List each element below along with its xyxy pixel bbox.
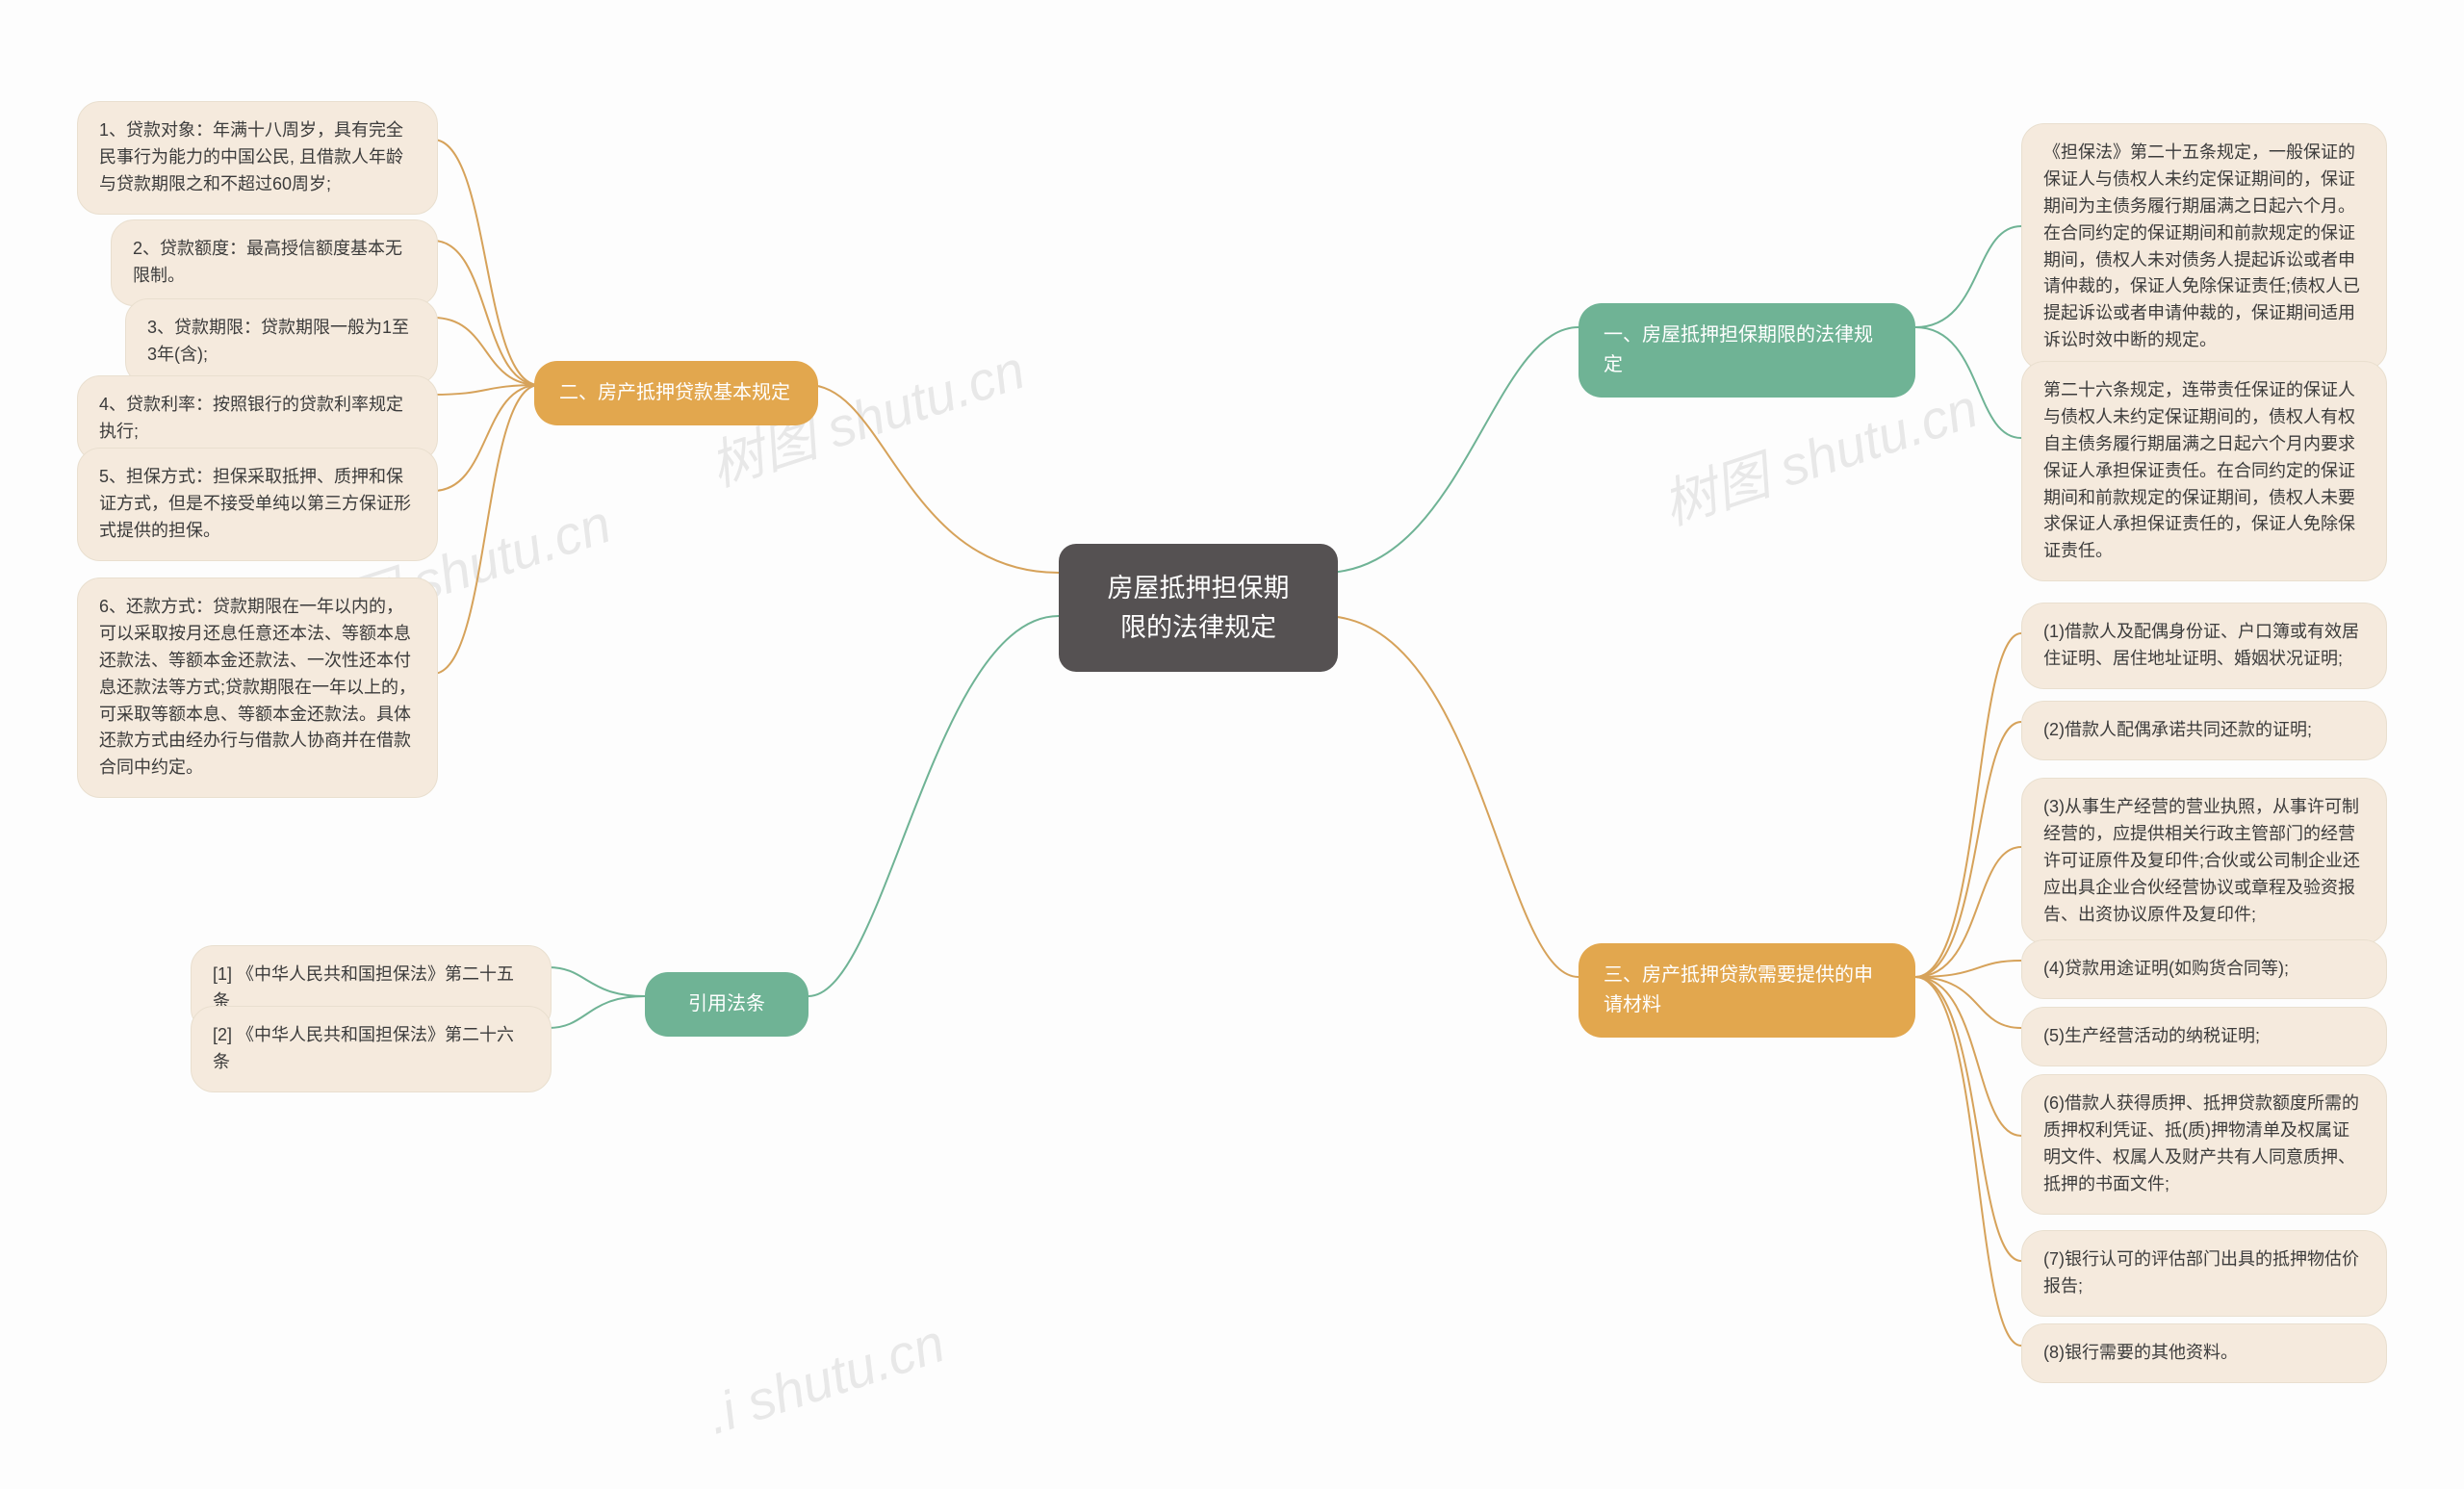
leaf-2-1[interactable]: 1、贷款对象：年满十八周岁，具有完全民事行为能力的中国公民, 且借款人年龄与贷款… [77, 101, 438, 215]
branch-section-3[interactable]: 三、房产抵押贷款需要提供的申请材料 [1578, 943, 1915, 1038]
leaf-3-3[interactable]: (3)从事生产经营的营业执照，从事许可制经营的，应提供相关行政主管部门的经营许可… [2021, 778, 2387, 944]
leaf-3-4[interactable]: (4)贷款用途证明(如购货合同等); [2021, 939, 2387, 999]
branch-section-1[interactable]: 一、房屋抵押担保期限的法律规定 [1578, 303, 1915, 398]
watermark: .i shutu.cn [699, 1311, 952, 1447]
leaf-2-2[interactable]: 2、贷款额度：最高授信额度基本无限制。 [111, 219, 438, 306]
leaf-4-2[interactable]: [2] 《中华人民共和国担保法》第二十六条 [191, 1006, 552, 1092]
leaf-3-8[interactable]: (8)银行需要的其他资料。 [2021, 1323, 2387, 1383]
leaf-3-5[interactable]: (5)生产经营活动的纳税证明; [2021, 1007, 2387, 1066]
branch-citation[interactable]: 引用法条 [645, 972, 808, 1037]
root-node[interactable]: 房屋抵押担保期限的法律规定 [1059, 544, 1338, 672]
leaf-1-2[interactable]: 第二十六条规定，连带责任保证的保证人与债权人未约定保证期间的，债权人有权自主债务… [2021, 361, 2387, 581]
leaf-2-6[interactable]: 6、还款方式：贷款期限在一年以内的，可以采取按月还息任意还本法、等额本息还款法、… [77, 578, 438, 798]
leaf-3-7[interactable]: (7)银行认可的评估部门出具的抵押物估价报告; [2021, 1230, 2387, 1317]
leaf-3-1[interactable]: (1)借款人及配偶身份证、户口簿或有效居住证明、居住地址证明、婚姻状况证明; [2021, 603, 2387, 689]
leaf-3-6[interactable]: (6)借款人获得质押、抵押贷款额度所需的质押权利凭证、抵(质)押物清单及权属证明… [2021, 1074, 2387, 1215]
leaf-3-2[interactable]: (2)借款人配偶承诺共同还款的证明; [2021, 701, 2387, 760]
branch-section-2[interactable]: 二、房产抵押贷款基本规定 [534, 361, 818, 425]
leaf-2-3[interactable]: 3、贷款期限：贷款期限一般为1至3年(含); [125, 298, 438, 385]
leaf-1-1[interactable]: 《担保法》第二十五条规定，一般保证的保证人与债权人未约定保证期间的，保证期间为主… [2021, 123, 2387, 371]
leaf-2-5[interactable]: 5、担保方式：担保采取抵押、质押和保证方式，但是不接受单纯以第三方保证形式提供的… [77, 448, 438, 561]
